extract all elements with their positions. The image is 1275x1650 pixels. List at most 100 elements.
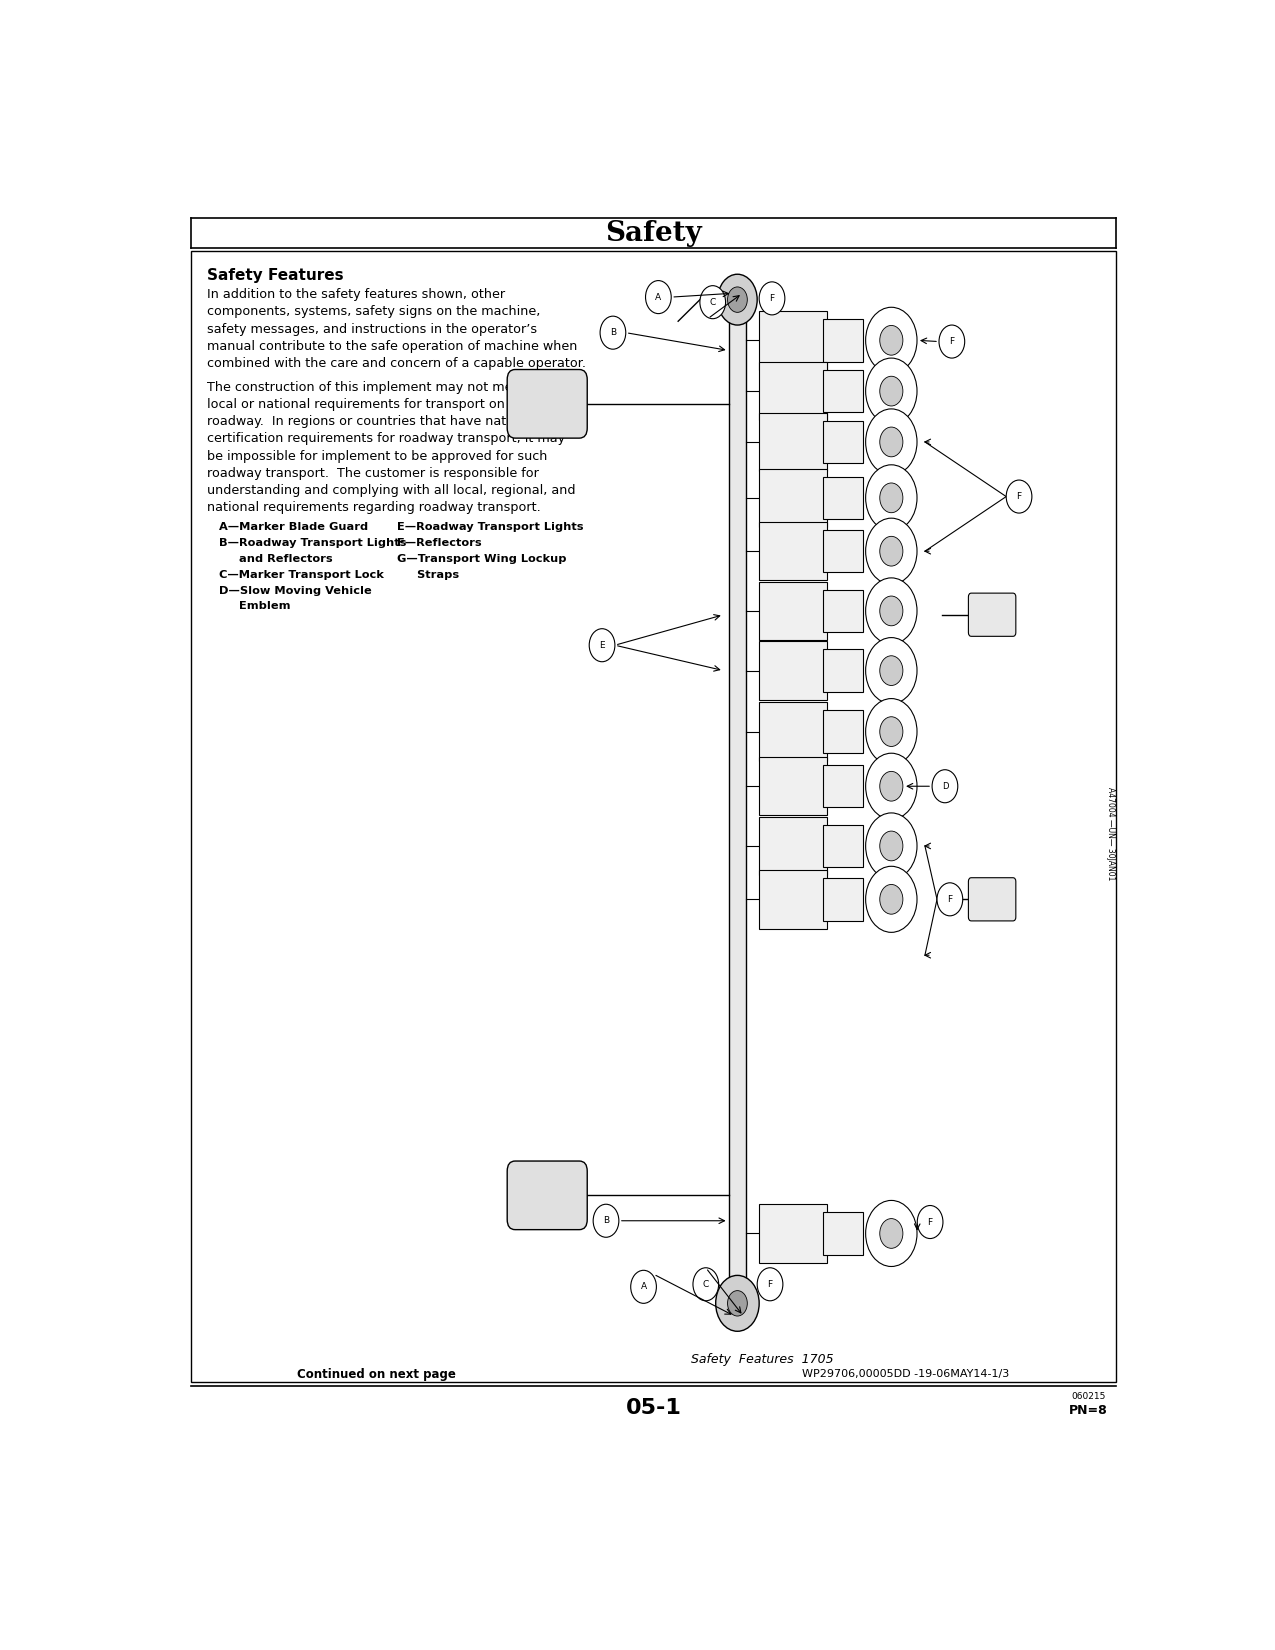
Bar: [191, 251, 1116, 1383]
FancyBboxPatch shape: [507, 370, 588, 439]
Text: A47004 —UN— 30JAN01: A47004 —UN— 30JAN01: [1107, 787, 1116, 879]
FancyBboxPatch shape: [969, 878, 1016, 921]
Circle shape: [880, 1219, 903, 1249]
Text: D: D: [942, 782, 949, 790]
Text: F: F: [768, 1280, 773, 1289]
Text: A: A: [655, 292, 662, 302]
Text: certification requirements for roadway transport, it may: certification requirements for roadway t…: [207, 432, 565, 446]
Text: manual contribute to the safe operation of machine when: manual contribute to the safe operation …: [207, 340, 578, 353]
FancyBboxPatch shape: [759, 817, 827, 874]
FancyBboxPatch shape: [824, 318, 863, 361]
Circle shape: [866, 752, 917, 820]
Text: 060215: 060215: [1071, 1391, 1105, 1401]
FancyBboxPatch shape: [507, 1162, 588, 1229]
Circle shape: [932, 769, 958, 804]
Circle shape: [880, 716, 903, 746]
Text: and Reflectors: and Reflectors: [219, 554, 333, 564]
FancyBboxPatch shape: [759, 582, 827, 640]
Text: The construction of this implement may not meet all: The construction of this implement may n…: [207, 381, 544, 394]
Circle shape: [757, 1267, 783, 1300]
Text: A: A: [640, 1282, 646, 1292]
FancyBboxPatch shape: [969, 592, 1016, 637]
Text: C: C: [710, 297, 715, 307]
Text: F—Reflectors: F—Reflectors: [397, 538, 481, 548]
Circle shape: [938, 325, 965, 358]
FancyBboxPatch shape: [759, 412, 827, 472]
FancyBboxPatch shape: [824, 825, 863, 868]
Text: roadway.  In regions or countries that have national: roadway. In regions or countries that ha…: [207, 416, 537, 429]
Circle shape: [593, 1204, 618, 1238]
Text: Safety Features: Safety Features: [207, 267, 343, 282]
FancyBboxPatch shape: [759, 870, 827, 929]
Text: B—Roadway Transport Lights: B—Roadway Transport Lights: [219, 538, 405, 548]
FancyBboxPatch shape: [759, 361, 827, 421]
Text: national requirements regarding roadway transport.: national requirements regarding roadway …: [207, 502, 541, 515]
Text: roadway transport.  The customer is responsible for: roadway transport. The customer is respo…: [207, 467, 538, 480]
Circle shape: [694, 1267, 719, 1300]
Circle shape: [880, 772, 903, 802]
Circle shape: [728, 1290, 747, 1317]
FancyBboxPatch shape: [824, 530, 863, 573]
Text: understanding and complying with all local, regional, and: understanding and complying with all loc…: [207, 483, 575, 497]
Text: C: C: [703, 1280, 709, 1289]
Circle shape: [866, 409, 917, 475]
Text: D—Slow Moving Vehicle: D—Slow Moving Vehicle: [219, 586, 371, 596]
FancyBboxPatch shape: [824, 711, 863, 752]
Circle shape: [880, 832, 903, 861]
Text: F: F: [927, 1218, 933, 1226]
Text: WP29706,00005DD -19-06MAY14-1/3: WP29706,00005DD -19-06MAY14-1/3: [802, 1370, 1009, 1379]
Text: A—Marker Blade Guard: A—Marker Blade Guard: [219, 521, 367, 531]
Text: C—Marker Transport Lock: C—Marker Transport Lock: [219, 569, 384, 579]
Text: Emblem: Emblem: [219, 601, 291, 612]
FancyBboxPatch shape: [759, 703, 827, 761]
Text: G—Transport Wing Lockup: G—Transport Wing Lockup: [397, 554, 566, 564]
Circle shape: [645, 280, 671, 314]
FancyBboxPatch shape: [824, 1213, 863, 1254]
FancyBboxPatch shape: [759, 757, 827, 815]
Text: B: B: [609, 328, 616, 337]
Text: Safety  Features  1705: Safety Features 1705: [691, 1353, 834, 1366]
FancyBboxPatch shape: [759, 1204, 827, 1262]
FancyBboxPatch shape: [824, 589, 863, 632]
Text: F: F: [947, 894, 952, 904]
Circle shape: [866, 866, 917, 932]
Text: PN=8: PN=8: [1068, 1404, 1108, 1417]
Circle shape: [601, 317, 626, 350]
Circle shape: [880, 427, 903, 457]
Circle shape: [866, 813, 917, 879]
Text: local or national requirements for transport on a public: local or national requirements for trans…: [207, 398, 560, 411]
Text: B: B: [603, 1216, 609, 1226]
FancyBboxPatch shape: [759, 312, 827, 370]
FancyBboxPatch shape: [759, 642, 827, 700]
Circle shape: [880, 376, 903, 406]
Text: E: E: [599, 640, 604, 650]
Text: 05-1: 05-1: [626, 1398, 681, 1417]
Circle shape: [880, 325, 903, 355]
Circle shape: [866, 307, 917, 373]
Circle shape: [880, 596, 903, 625]
FancyBboxPatch shape: [824, 766, 863, 807]
Text: In addition to the safety features shown, other: In addition to the safety features shown…: [207, 289, 505, 302]
Circle shape: [917, 1206, 943, 1239]
Circle shape: [718, 274, 757, 325]
Text: be impossible for implement to be approved for such: be impossible for implement to be approv…: [207, 449, 547, 462]
Text: components, systems, safety signs on the machine,: components, systems, safety signs on the…: [207, 305, 541, 318]
Circle shape: [631, 1270, 657, 1304]
Circle shape: [866, 578, 917, 644]
Circle shape: [1006, 480, 1031, 513]
FancyBboxPatch shape: [824, 878, 863, 921]
Circle shape: [759, 282, 785, 315]
Circle shape: [880, 536, 903, 566]
Circle shape: [589, 629, 615, 662]
FancyBboxPatch shape: [759, 521, 827, 581]
FancyBboxPatch shape: [824, 370, 863, 412]
Circle shape: [700, 285, 725, 318]
Circle shape: [866, 637, 917, 703]
Bar: [728, 289, 746, 1327]
Circle shape: [866, 465, 917, 531]
Text: E—Roadway Transport Lights: E—Roadway Transport Lights: [397, 521, 583, 531]
Text: Safety: Safety: [606, 219, 701, 248]
Circle shape: [866, 518, 917, 584]
Text: F: F: [1016, 492, 1021, 502]
Circle shape: [866, 1201, 917, 1267]
